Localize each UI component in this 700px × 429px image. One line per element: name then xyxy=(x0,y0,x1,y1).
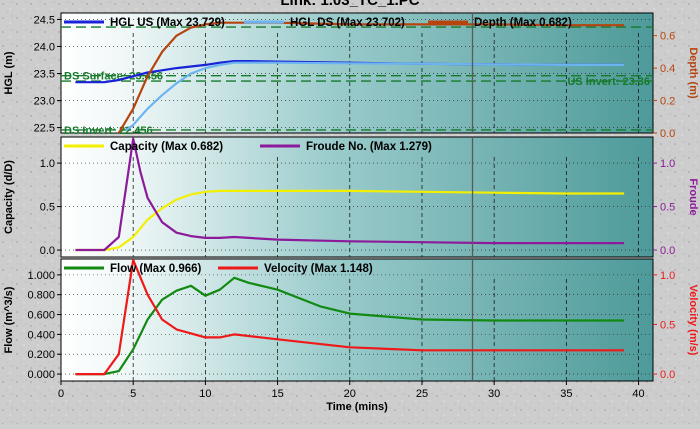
y-tick-label: 0.5 xyxy=(40,202,55,214)
y-tick-label: 0.000 xyxy=(27,369,55,381)
y2-tick-label: 0.5 xyxy=(660,202,675,214)
legend-label: HGL US (Max 23.729) xyxy=(110,17,225,29)
y-axis-title: HGL (m) xyxy=(3,51,15,95)
y-tick-label: 1.0 xyxy=(40,158,55,170)
y2-axis-title: Froude xyxy=(687,178,699,215)
y-tick-label: 0.400 xyxy=(27,329,55,341)
y2-tick-label: 0.5 xyxy=(660,319,675,331)
y-tick-label: 23.0 xyxy=(34,96,55,108)
y2-tick-label: 0.4 xyxy=(660,63,675,75)
series-line-2-2 xyxy=(75,137,625,252)
y-tick-label: 24.0 xyxy=(34,42,55,54)
panel-2: 0.0 0.5 1.0 0.0 0.5 1.0 Capacity (d/D) Froude Ca… xyxy=(3,136,699,258)
legend-label: HGL DS (Max 23.702) xyxy=(290,17,405,29)
y-tick-label: 0.600 xyxy=(27,310,55,322)
reference-line-label: US Invert: 23.36 xyxy=(567,76,650,88)
y2-tick-label: 0.6 xyxy=(660,31,675,43)
legend-label: Depth (Max 0.682) xyxy=(474,17,572,29)
y2-tick-label: 1.0 xyxy=(660,270,675,282)
y2-tick-label: 0.2 xyxy=(660,96,675,108)
x-tick-label: 20 xyxy=(344,388,356,400)
legend-label: Flow (Max 0.966) xyxy=(110,263,202,275)
y-axis-title: Capacity (d/D) xyxy=(3,160,15,234)
y-tick-label: 24.5 xyxy=(34,14,55,26)
reference-line-label: DS Invert: 22.456 xyxy=(64,125,153,137)
legend-label: Froude No. (Max 1.279) xyxy=(306,141,432,153)
y2-tick-label: 1.0 xyxy=(660,158,675,170)
series-line-3-1 xyxy=(75,276,625,376)
plot-area xyxy=(60,12,654,134)
x-tick-label: 0 xyxy=(58,388,64,400)
y-tick-label: 1.000 xyxy=(27,270,55,282)
legend-label: Velocity (Max 1.148) xyxy=(264,263,373,275)
series-line-1-3 xyxy=(117,21,625,134)
y2-axis-title: Depth (m) xyxy=(687,47,699,99)
x-tick-label: 25 xyxy=(416,388,428,400)
x-tick-label: 40 xyxy=(632,388,644,400)
y2-tick-label: 0.0 xyxy=(660,128,675,140)
x-tick-label: 30 xyxy=(488,388,500,400)
x-tick-label: 5 xyxy=(130,388,136,400)
panel-1: 22.5 23.0 23.5 24.0 24.5 0.0 0.2 0.4 0.6 HGL (m) D… xyxy=(3,12,699,140)
y-axis-title: Flow (m^3/s) xyxy=(3,286,15,353)
y-tick-label: 0.0 xyxy=(40,245,55,257)
x-axis-title: Time (mins) xyxy=(326,401,388,413)
y-tick-label: 0.200 xyxy=(27,349,55,361)
x-tick-label: 35 xyxy=(560,388,572,400)
panel-3: 0.000 0.200 0.400 0.600 0.800 1.000 0.0 0.5 1.0 F… xyxy=(3,258,699,382)
legend-label: Capacity (Max 0.682) xyxy=(110,141,223,153)
y-tick-label: 22.5 xyxy=(34,123,55,135)
reference-line-label: DS Surface: 23.456 xyxy=(64,71,163,83)
y-tick-label: 23.5 xyxy=(34,69,55,81)
x-tick-label: 10 xyxy=(199,388,211,400)
series-line-3-2 xyxy=(75,258,625,376)
y2-tick-label: 0.0 xyxy=(660,369,675,381)
plot-area xyxy=(60,136,654,258)
y-tick-label: 0.800 xyxy=(27,290,55,302)
y2-axis-title: Velocity (m/s) xyxy=(687,285,699,356)
series-line-2-1 xyxy=(75,189,625,252)
series-line-1-2 xyxy=(125,61,625,132)
chart-title: Link: 1.03_TC_1.PC xyxy=(280,0,419,9)
x-tick-label: 15 xyxy=(271,388,283,400)
y2-tick-label: 0.0 xyxy=(660,245,675,257)
